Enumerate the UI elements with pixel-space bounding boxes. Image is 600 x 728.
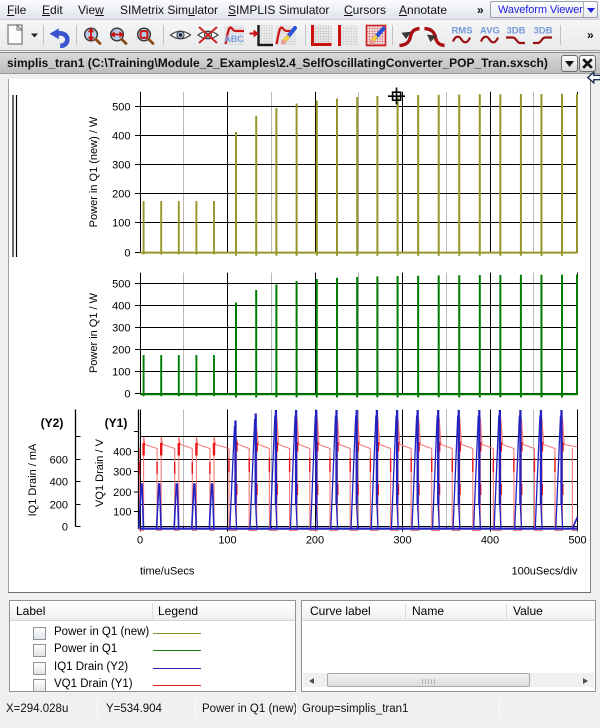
svg-text:0: 0	[124, 389, 130, 401]
svg-text:100: 100	[218, 535, 236, 547]
svg-text:VQ1 Drain / V: VQ1 Drain / V	[94, 438, 106, 507]
svg-text:3DB: 3DB	[506, 26, 525, 37]
svg-text:100: 100	[112, 218, 130, 230]
svg-text:ABC: ABC	[224, 34, 244, 44]
svg-text:400: 400	[112, 301, 130, 313]
svg-text:300: 300	[112, 323, 130, 335]
svg-text:0: 0	[62, 522, 68, 534]
svg-text:400: 400	[481, 535, 499, 547]
svg-text:IQ1 Drain / mA: IQ1 Drain / mA	[27, 443, 39, 516]
svg-text:600: 600	[50, 455, 68, 467]
svg-text:400: 400	[113, 447, 131, 459]
svg-text:Power in Q1 / W: Power in Q1 / W	[88, 292, 100, 373]
svg-text:100uSecs/div: 100uSecs/div	[511, 566, 578, 578]
svg-text:RMS: RMS	[451, 26, 472, 37]
svg-text:0: 0	[137, 535, 143, 547]
svg-text:time/uSecs: time/uSecs	[140, 566, 195, 578]
svg-text:400: 400	[50, 477, 68, 489]
svg-text:0: 0	[124, 248, 130, 260]
svg-text:500: 500	[568, 535, 586, 547]
svg-text:500: 500	[112, 279, 130, 291]
svg-text:200: 200	[112, 345, 130, 357]
svg-text:Power in Q1 (new) / W: Power in Q1 (new) / W	[88, 116, 100, 227]
svg-text:(Y1): (Y1)	[105, 416, 128, 430]
svg-text:200: 200	[113, 487, 131, 499]
svg-text:3DB: 3DB	[533, 26, 552, 37]
svg-text:200: 200	[112, 189, 130, 201]
svg-text:(Y2): (Y2)	[41, 416, 64, 430]
svg-text:400: 400	[112, 131, 130, 143]
svg-text:200: 200	[50, 500, 68, 512]
svg-text:»: »	[587, 28, 594, 42]
svg-text:AVG: AVG	[480, 26, 500, 37]
svg-text:300: 300	[113, 467, 131, 479]
svg-text:100: 100	[112, 367, 130, 379]
svg-text:500: 500	[112, 102, 130, 114]
svg-text:300: 300	[393, 535, 411, 547]
svg-text:300: 300	[112, 160, 130, 172]
svg-text:200: 200	[306, 535, 324, 547]
svg-text:100: 100	[113, 507, 131, 519]
